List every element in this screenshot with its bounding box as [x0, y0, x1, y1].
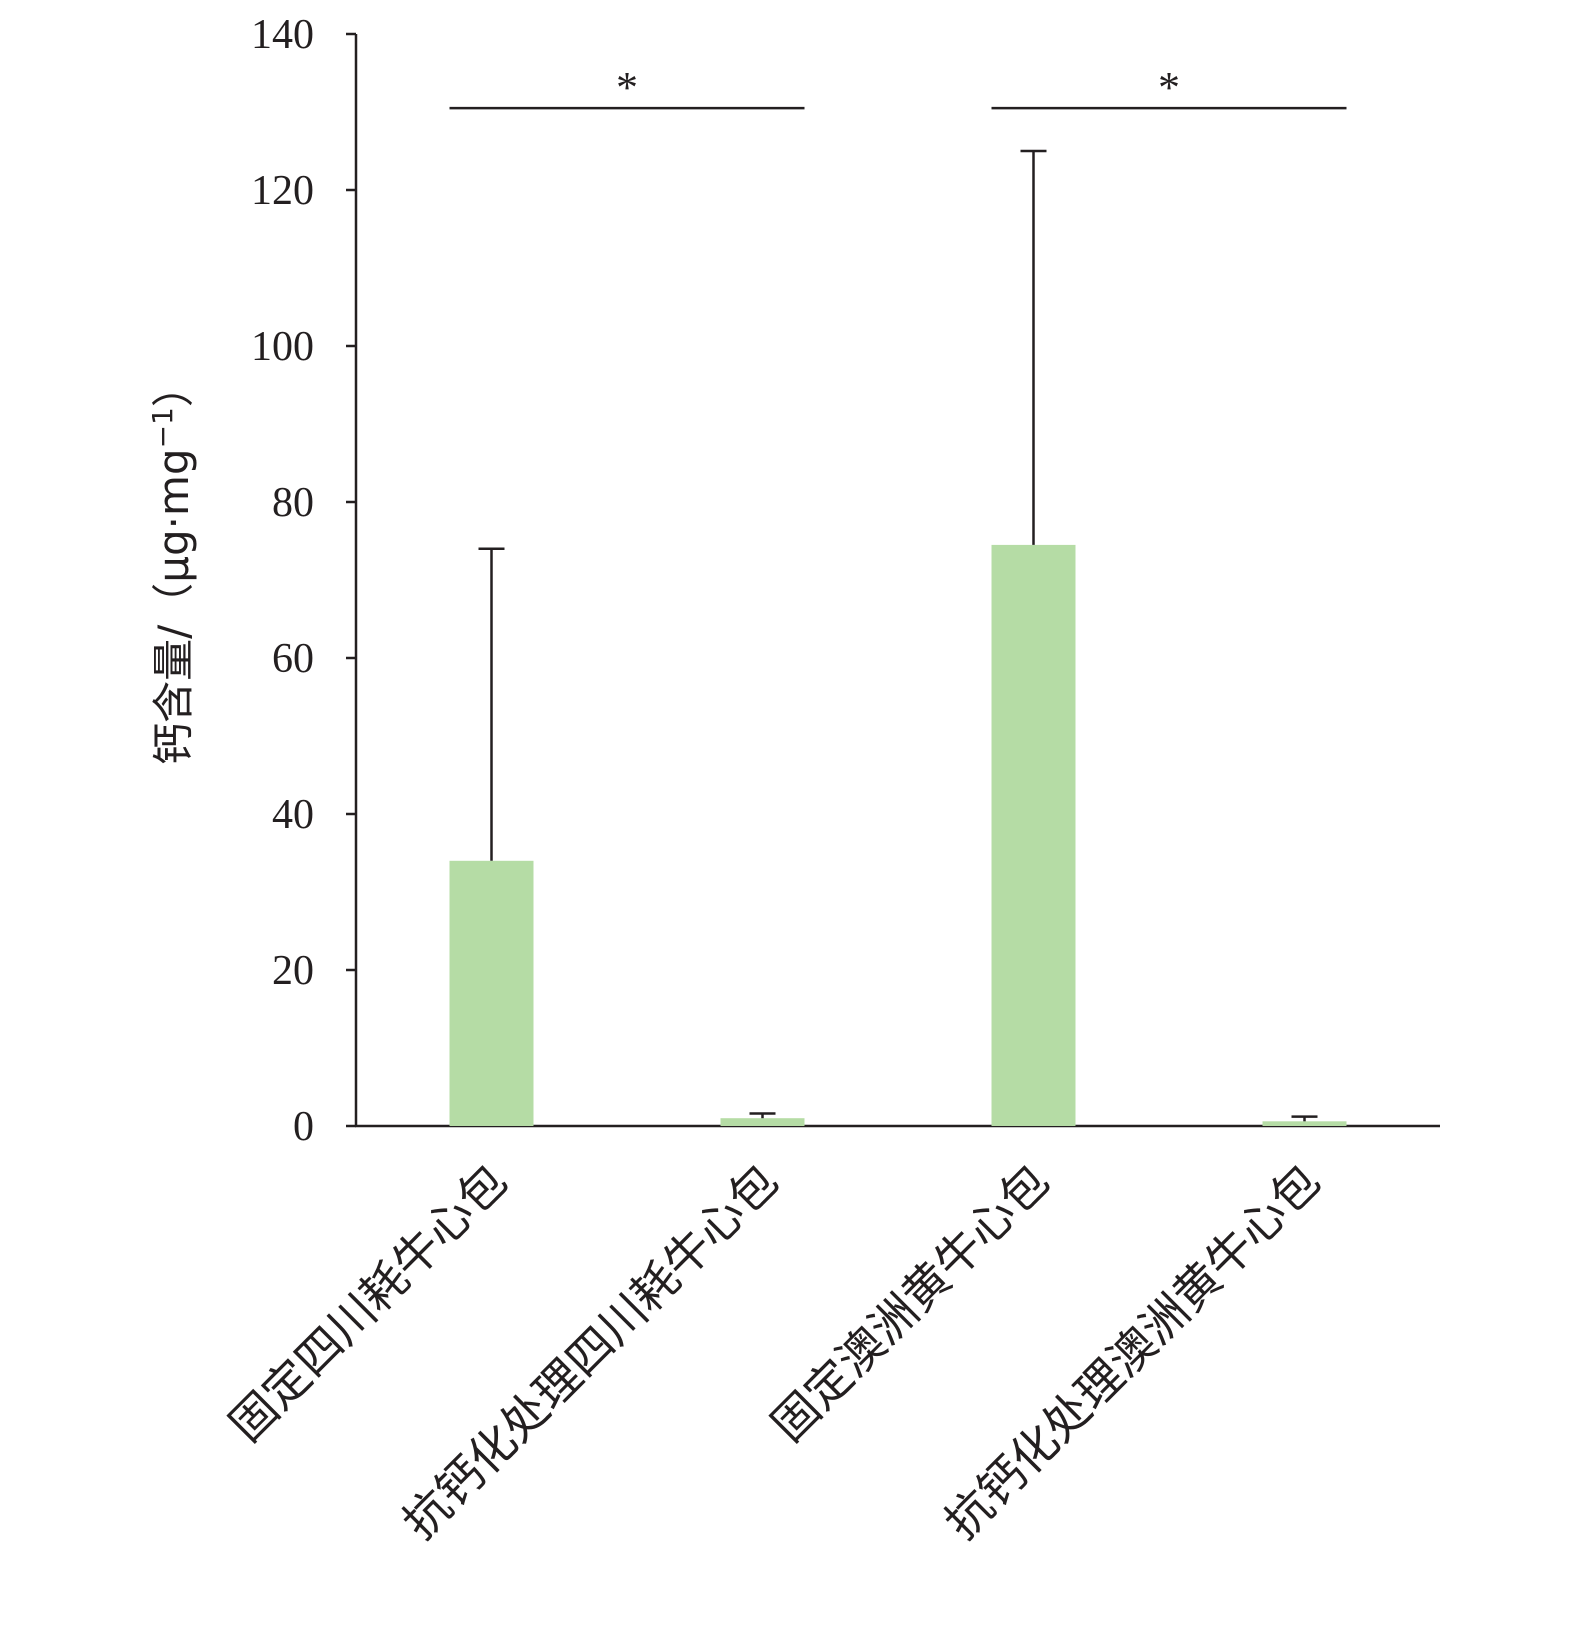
y-tick-label: 20 [272, 948, 314, 994]
bar [720, 1118, 805, 1126]
category-label: 固定澳洲黄牛心包 [761, 1154, 1059, 1452]
bar [449, 860, 534, 1126]
bars [449, 544, 1347, 1126]
y-tick-label: 0 [293, 1104, 314, 1150]
significance-star: * [616, 63, 638, 112]
y-tick-label: 140 [251, 12, 314, 58]
category-label: 固定四川耗牛心包 [219, 1154, 517, 1452]
bar [1262, 1121, 1347, 1126]
y-tick-label: 120 [251, 168, 314, 214]
significance-markers: * * [449, 63, 1347, 112]
y-tick-label: 100 [251, 324, 314, 370]
significance-star: * [1158, 63, 1180, 112]
axes: 0 20 40 60 80 100 120 140 [251, 12, 1440, 1150]
y-tick-label: 40 [272, 792, 314, 838]
y-tick-label: 60 [272, 636, 314, 682]
y-tick-label: 80 [272, 480, 314, 526]
error-bars [478, 149, 1318, 1122]
bar [991, 544, 1076, 1126]
y-axis-label: 钙含量/（μg·mg−1） [146, 365, 198, 765]
